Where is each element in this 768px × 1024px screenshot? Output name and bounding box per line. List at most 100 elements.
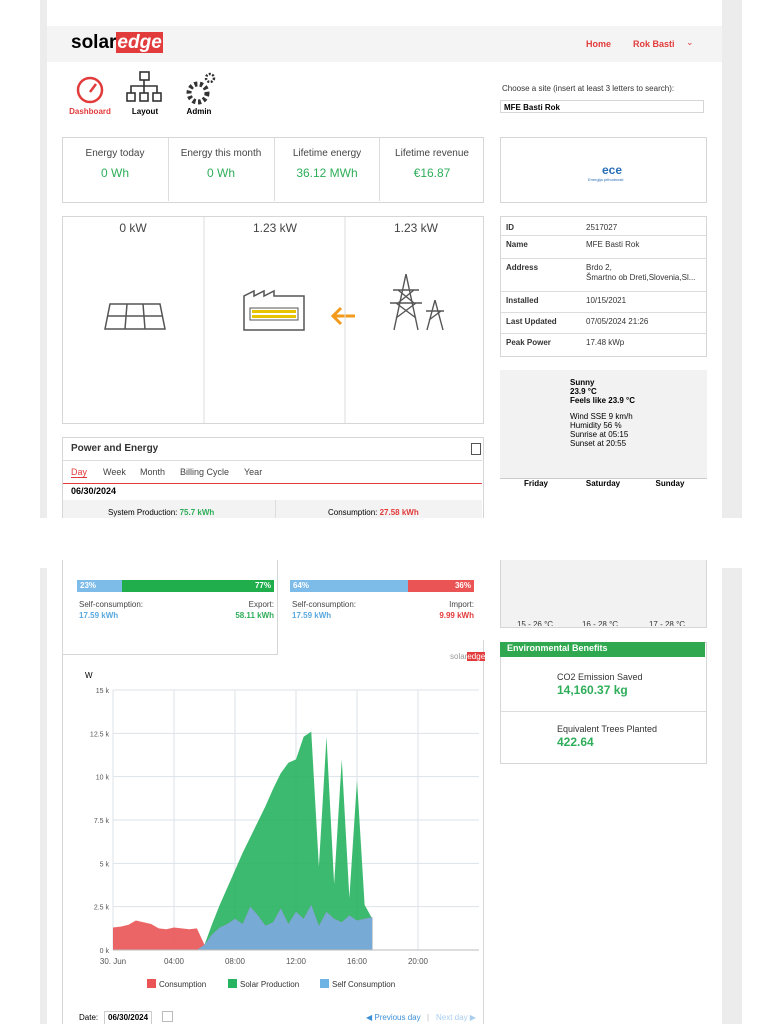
- forecast-range: 17 - 28 °C: [648, 621, 686, 626]
- stat-label: Energy today: [85, 148, 145, 159]
- nav-item[interactable]: Layout: [131, 107, 159, 116]
- search-input[interactable]: MFE Basti Rok: [500, 100, 704, 113]
- logo[interactable]: solaredge: [71, 32, 163, 53]
- info-label: ID: [506, 223, 514, 232]
- pdf-icon[interactable]: [471, 443, 481, 455]
- weather-condition: Sunny: [570, 378, 595, 387]
- link-text: Next day: [436, 1013, 468, 1022]
- y-tick-label: 2.5 k: [94, 905, 110, 912]
- y-tick-label: 15 k: [96, 688, 110, 695]
- info-label: Address: [506, 263, 539, 272]
- side-strip: [40, 568, 47, 1024]
- production-summary: System Production: 75.7 kWh: [108, 509, 214, 517]
- chevron[interactable]: ⌄: [686, 37, 694, 47]
- flow-value: 0 kW: [119, 221, 147, 235]
- gap: [0, 518, 768, 568]
- weather-detail: Wind SSE 9 km/h: [570, 412, 633, 421]
- grid-tower-icon: [390, 273, 444, 331]
- area: [113, 904, 373, 950]
- prev-day[interactable]: ◀ Previous day: [366, 1013, 421, 1022]
- logo-text: solar: [71, 32, 117, 53]
- value: 75.7 kWh: [179, 508, 215, 517]
- legend-label: Consumption: [159, 980, 206, 989]
- user-menu[interactable]: Rok Basti: [633, 39, 675, 49]
- next-day[interactable]: Next day ▶: [436, 1013, 476, 1022]
- y-tick-label: 10 k: [96, 775, 110, 782]
- y-tick-label: 12.5 k: [90, 731, 110, 738]
- installer-box: [500, 137, 707, 203]
- info-label: Peak Power: [506, 338, 551, 347]
- balance-bar: [407, 580, 474, 592]
- nav-item[interactable]: Admin: [186, 107, 212, 116]
- tab[interactable]: Year: [244, 467, 263, 477]
- separator: [63, 460, 482, 461]
- watermark-text: edge: [467, 652, 486, 661]
- date-input[interactable]: 06/30/2024: [104, 1011, 153, 1024]
- x-tick-label: 12:00: [286, 957, 307, 966]
- label: System Production:: [108, 508, 178, 517]
- balance-text: 58.11 kWh: [235, 611, 274, 620]
- layout-icon[interactable]: [126, 71, 162, 102]
- y-tick-label: 7.5 k: [94, 818, 110, 825]
- tab[interactable]: Day: [71, 467, 88, 478]
- stat-value: 0 Wh: [100, 166, 130, 180]
- divider: [275, 500, 276, 518]
- info-label: Last Updated: [506, 317, 557, 326]
- row-line: [501, 291, 706, 292]
- info-value: 10/15/2021: [586, 296, 627, 305]
- link-text: Previous day: [374, 1013, 421, 1022]
- flow-box: [62, 216, 484, 424]
- dashboard-icon[interactable]: [76, 76, 104, 104]
- link-separator: |: [427, 1013, 430, 1022]
- summary-strip: [63, 500, 482, 518]
- balance-label: 36%: [454, 581, 471, 590]
- balance-bar: [122, 580, 274, 592]
- balance-bar: [290, 580, 408, 592]
- legend-swatch: [228, 979, 237, 988]
- info-label: Name: [506, 240, 528, 249]
- legend-swatch: [320, 979, 329, 988]
- x-tick-label: 20:00: [408, 957, 429, 966]
- area: [113, 731, 373, 950]
- balance-text: Self-consumption:: [79, 600, 144, 609]
- side-strip: [722, 0, 742, 518]
- balance-text: 17.59 kWh: [292, 611, 332, 620]
- stat-value: 0 Wh: [206, 166, 236, 180]
- balance-bar: [77, 580, 123, 592]
- calendar-icon[interactable]: [162, 1011, 173, 1022]
- tab[interactable]: Billing Cycle: [180, 467, 230, 477]
- tab[interactable]: Month: [140, 467, 166, 477]
- info-value: 17.48 kWp: [586, 338, 625, 347]
- benefit-label: Equivalent Trees Planted: [557, 724, 658, 734]
- balance-label: 77%: [254, 581, 271, 590]
- factory-icon: [243, 289, 305, 331]
- info-value: 07/05/2024 21:26: [586, 317, 649, 326]
- watermark: solaredge: [450, 652, 486, 661]
- dashboard-icon: [89, 83, 97, 93]
- y-axis-label: W: [85, 671, 93, 680]
- chart-box: [62, 640, 484, 1024]
- value: 27.58 kWh: [379, 508, 419, 517]
- watermark-text: solar: [450, 652, 468, 661]
- x-tick-label: 16:00: [347, 957, 368, 966]
- admin-icon[interactable]: [186, 72, 216, 105]
- y-tick-label: 5 k: [100, 861, 110, 868]
- installer-name: ece: [602, 163, 623, 177]
- stat-label: Energy this month: [180, 148, 262, 159]
- solar-panel-icon: [104, 303, 166, 330]
- consumption-summary: Consumption: 27.58 kWh: [328, 509, 419, 517]
- weather-day: Friday: [523, 479, 549, 488]
- section-title: Power and Energy: [71, 443, 159, 454]
- flow-value: 1.23 kW: [393, 221, 439, 235]
- weather-day: Saturday: [585, 479, 621, 488]
- stats-box: [62, 137, 484, 203]
- search-label: Choose a site (insert at least 3 letters…: [502, 84, 675, 93]
- tab[interactable]: Week: [103, 467, 126, 477]
- nav-item[interactable]: Dashboard: [69, 107, 111, 116]
- row-line: [501, 333, 706, 334]
- separator: [501, 711, 706, 712]
- separator: [500, 478, 707, 479]
- side-strip: [40, 0, 47, 518]
- home-link[interactable]: Home: [586, 39, 612, 49]
- divider: [274, 138, 275, 201]
